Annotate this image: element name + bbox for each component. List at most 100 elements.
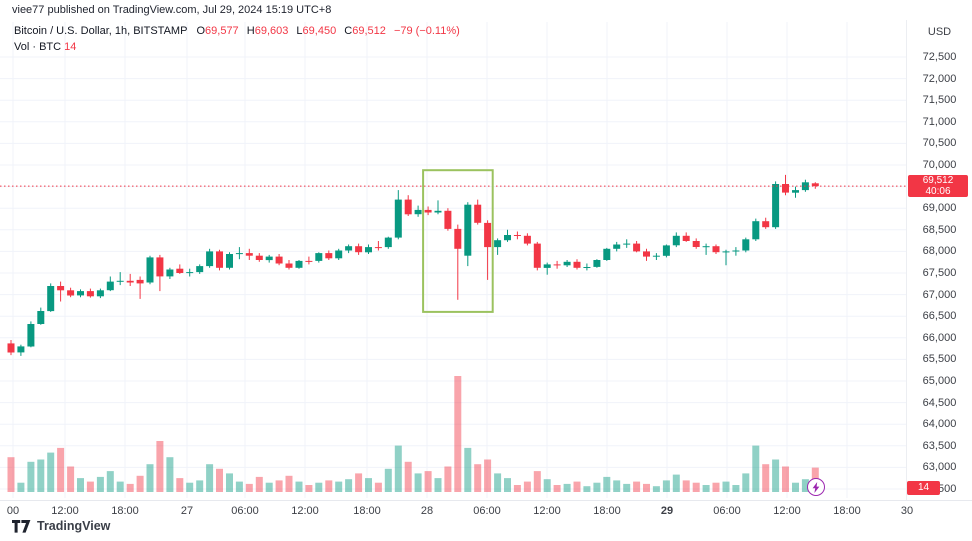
candle-body <box>633 243 641 252</box>
volume-bar <box>7 457 15 492</box>
candle-body <box>474 204 482 223</box>
candle-body <box>265 256 273 261</box>
time-axis-label[interactable]: 28 <box>420 505 434 517</box>
price-axis[interactable]: USD 72,500 72,000 71,500 71,000 70,500 70,000… <box>906 20 972 500</box>
time-axis-label[interactable]: 27 <box>180 505 194 517</box>
realtime-lightning-icon[interactable] <box>807 478 825 496</box>
volume-bar <box>166 457 174 492</box>
time-axis-label[interactable]: 06:00 <box>473 505 501 517</box>
volume-bar <box>414 473 422 492</box>
volume-bar <box>504 478 511 492</box>
price-axis-label[interactable]: 65,000 <box>922 375 957 387</box>
candle-body <box>543 264 551 268</box>
volume-bar <box>474 464 482 492</box>
candle-body <box>325 253 333 259</box>
candle-body <box>27 324 35 347</box>
candle-body <box>295 260 303 268</box>
candle-body <box>384 237 392 248</box>
volume-bar <box>285 475 293 492</box>
candle-body <box>464 204 472 256</box>
time-axis-label[interactable]: 18:00 <box>833 505 861 517</box>
highlight-box[interactable] <box>422 169 494 313</box>
price-axis-label[interactable]: 72,000 <box>922 72 957 85</box>
time-axis-label[interactable]: 06:00 <box>713 505 741 517</box>
volume-bar <box>484 459 492 492</box>
volume-bar <box>265 482 273 492</box>
time-axis-label[interactable]: 30 <box>900 505 914 517</box>
volume-bar <box>176 478 184 492</box>
time-axis-label[interactable]: 18:00 <box>593 505 621 517</box>
price-axis-label[interactable]: 64,000 <box>922 418 957 431</box>
volume-bar <box>394 445 402 492</box>
volume-label[interactable]: Vol · BTC <box>14 41 62 53</box>
time-axis-label[interactable]: 12:00 <box>533 505 561 517</box>
volume-bar <box>732 485 740 492</box>
price-axis-label[interactable]: 68,500 <box>922 223 957 236</box>
time-axis-label[interactable]: 00 <box>6 505 20 517</box>
price-axis-label[interactable]: 66,000 <box>922 331 957 344</box>
time-axis-label[interactable]: 06:00 <box>231 505 259 517</box>
volume-bar <box>226 473 233 492</box>
volume-bar <box>196 480 204 492</box>
candle-body <box>762 221 770 228</box>
time-axis-label[interactable]: 18:00 <box>111 505 139 517</box>
time-axis-label[interactable]: 18:00 <box>353 505 381 517</box>
candle-body <box>196 266 204 273</box>
price-axis-label[interactable]: 63,000 <box>922 461 957 474</box>
candle-body <box>176 268 184 273</box>
symbol-title[interactable]: Bitcoin / U.S. Dollar, 1h, BITSTAMP <box>14 25 188 37</box>
ohlc-open-value: 69,577 <box>205 25 239 37</box>
volume-bar <box>86 481 94 492</box>
candle-body <box>533 243 541 268</box>
price-axis-label[interactable]: 72,500 <box>922 51 957 63</box>
last-price-badge: 69,512 40:06 <box>908 175 968 197</box>
time-axis-label[interactable]: 12:00 <box>291 505 319 517</box>
candle-body <box>335 250 343 259</box>
candle-body <box>782 184 789 193</box>
price-axis-label[interactable]: 63,500 <box>922 439 957 452</box>
candle-body <box>116 280 124 282</box>
price-axis-label[interactable]: 64,500 <box>922 396 957 409</box>
candle-body <box>523 235 531 244</box>
price-axis-label[interactable]: 71,000 <box>922 115 957 128</box>
volume-bar <box>275 480 283 492</box>
legend-row-symbol: Bitcoin / U.S. Dollar, 1h, BITSTAMP O69,… <box>14 23 460 39</box>
volume-bar <box>722 481 730 492</box>
price-axis-label[interactable]: 70,000 <box>922 159 957 171</box>
tradingview-brand-text: TradingView <box>37 519 111 533</box>
candle-body <box>136 279 144 284</box>
price-axis-label[interactable]: 70,500 <box>922 137 957 150</box>
time-axis-label[interactable]: 12:00 <box>51 505 79 517</box>
volume-bar <box>424 471 432 492</box>
candle-body <box>345 246 353 251</box>
time-axis-label[interactable]: 29 <box>660 505 674 517</box>
candle-body <box>146 257 154 283</box>
ohlc-close-label: C <box>344 25 353 37</box>
price-axis-label[interactable]: 69,000 <box>922 202 957 215</box>
candle-body <box>573 261 581 268</box>
volume-bar <box>692 482 700 492</box>
volume-value: 14 <box>64 41 77 53</box>
price-axis-label[interactable]: 66,500 <box>922 310 957 323</box>
candle-body <box>662 245 670 256</box>
volume-axis-badge: 14 <box>907 481 940 495</box>
volume-bar <box>206 464 214 492</box>
candle-body <box>226 254 233 268</box>
volume-bar <box>633 481 641 492</box>
candlestick-chart-plot[interactable] <box>0 0 906 500</box>
candle-body <box>285 263 293 268</box>
volume-bar <box>37 459 45 492</box>
price-axis-label[interactable]: 67,000 <box>922 288 957 301</box>
price-axis-label[interactable]: 67,500 <box>922 267 957 279</box>
candle-body <box>643 251 650 257</box>
price-axis-label[interactable]: 68,000 <box>922 245 957 258</box>
last-price-value: 69,512 <box>922 175 954 186</box>
price-axis-label[interactable]: 71,500 <box>922 94 957 107</box>
volume-bar <box>513 485 521 492</box>
price-axis-label[interactable]: 65,500 <box>922 353 957 366</box>
candle-body <box>732 250 740 252</box>
footer-brand[interactable]: TradingView <box>12 519 110 533</box>
time-axis-label[interactable]: 12:00 <box>773 505 801 517</box>
volume-bar <box>434 478 442 492</box>
time-axis[interactable]: 00 12:00 18:00 27 06:00 12:00 18:00 28 06:00 12:0… <box>0 500 972 518</box>
